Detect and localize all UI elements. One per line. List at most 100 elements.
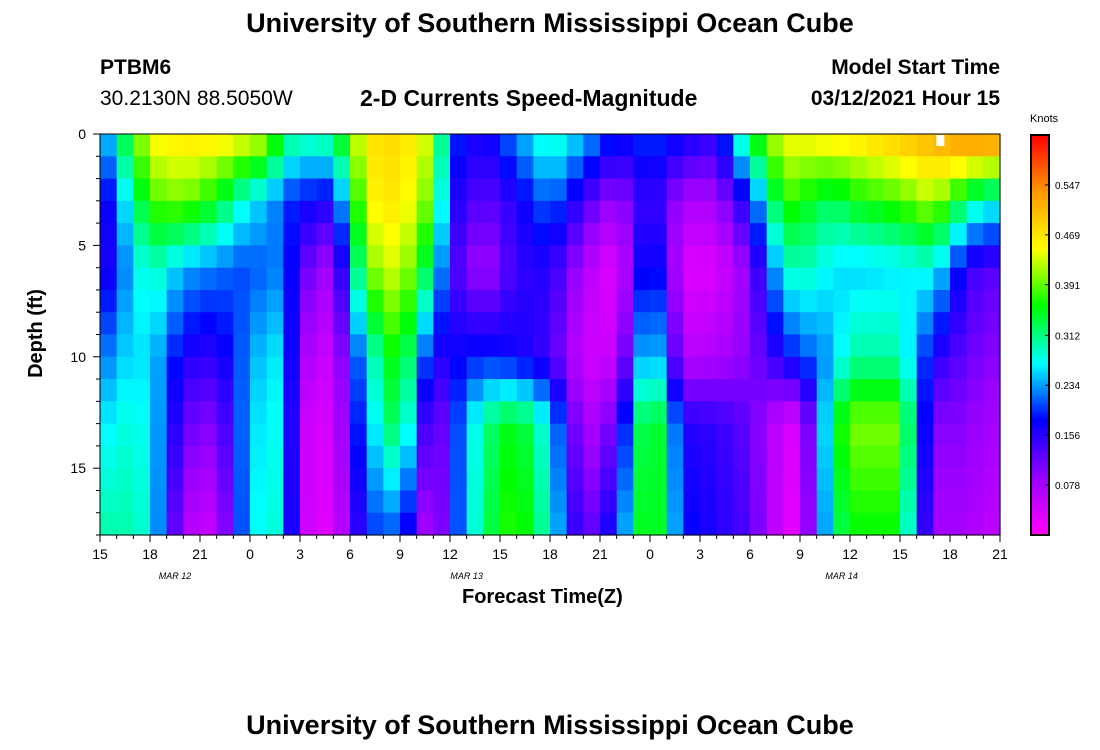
heatmap-cell (800, 245, 818, 269)
heatmap-cell (333, 468, 351, 492)
heatmap-cell (100, 379, 118, 402)
heatmap-cell (250, 267, 268, 291)
heatmap-cell (300, 312, 318, 336)
heatmap-cell (283, 223, 301, 246)
heatmap-cell (750, 468, 768, 492)
heatmap-cell (566, 468, 584, 492)
heatmap-cell (316, 312, 334, 336)
heatmap-cell (383, 356, 401, 380)
heatmap-cell (266, 356, 284, 380)
heatmap-cell (300, 334, 318, 358)
heatmap-cell (550, 200, 568, 224)
heatmap-cell (966, 134, 984, 157)
heatmap-cell (716, 379, 734, 402)
heatmap-cell (566, 289, 584, 313)
heatmap-cell (183, 379, 201, 402)
heatmap-cell (550, 356, 568, 380)
heatmap-cell (600, 356, 618, 380)
heatmap-cell (666, 401, 684, 425)
heatmap-cell (700, 401, 718, 425)
heatmap-cell (450, 156, 468, 180)
heatmap-cell (283, 245, 301, 269)
heatmap-cell (116, 156, 134, 180)
heatmap-cell (333, 134, 351, 157)
heatmap-cell (683, 178, 701, 202)
heatmap-cell (466, 334, 484, 358)
heatmap-cell (916, 356, 934, 380)
heatmap-cell (200, 178, 218, 202)
heatmap-cell (216, 334, 234, 358)
heatmap-cell (550, 512, 568, 536)
heatmap-cell (750, 289, 768, 313)
heatmap-cell (250, 178, 268, 202)
heatmap-cell (566, 334, 584, 358)
heatmap-cell (283, 289, 301, 313)
heatmap-cell (700, 134, 718, 157)
heatmap-cell (916, 490, 934, 514)
heatmap-cell (216, 356, 234, 380)
heatmap-cell (266, 490, 284, 514)
heatmap-cell (200, 356, 218, 380)
heatmap-cell (533, 223, 551, 246)
heatmap-cell (916, 134, 934, 157)
heatmap-cell (983, 178, 1001, 202)
heatmap-cell (533, 512, 551, 536)
heatmap-cell (516, 267, 534, 291)
heatmap-cell (550, 267, 568, 291)
heatmap-cell (783, 178, 801, 202)
x-tick-label: 9 (796, 546, 804, 562)
heatmap-cell (700, 356, 718, 380)
heatmap-cell (616, 468, 634, 492)
heatmap-cell (116, 401, 134, 425)
heatmap-cell (600, 200, 618, 224)
heatmap-cell (283, 312, 301, 336)
heatmap-cell (150, 134, 168, 157)
heatmap-cell (383, 200, 401, 224)
heatmap-cell (583, 356, 601, 380)
heatmap-cell (850, 401, 868, 425)
heatmap-cell (900, 245, 918, 269)
heatmap-cell (616, 401, 634, 425)
heatmap-cell (500, 156, 518, 180)
heatmap-cell (966, 245, 984, 269)
heatmap-cell (183, 423, 201, 447)
heatmap-cell (333, 223, 351, 246)
heatmap-cell (816, 445, 834, 469)
heatmap-cell (816, 223, 834, 246)
heatmap-cell (566, 423, 584, 447)
heatmap-cell (216, 200, 234, 224)
heatmap-cell (716, 423, 734, 447)
heatmap-cell (833, 512, 851, 536)
heatmap-cell (166, 267, 184, 291)
heatmap-cell (133, 356, 151, 380)
heatmap-cell (933, 423, 951, 447)
heatmap-cell (150, 490, 168, 514)
heatmap-cell (466, 156, 484, 180)
heatmap-cell (716, 200, 734, 224)
heatmap-cell (116, 134, 134, 157)
heatmap-cell (516, 423, 534, 447)
heatmap-cell (866, 223, 884, 246)
heatmap-cell (466, 289, 484, 313)
heatmap-cell (450, 334, 468, 358)
heatmap-cell (450, 245, 468, 269)
heatmap-cell (150, 512, 168, 536)
heatmap-cell (800, 512, 818, 536)
heatmap-cell (916, 156, 934, 180)
heatmap-cell (900, 423, 918, 447)
colorbar-tick-label: 0.156 (1055, 431, 1080, 442)
heatmap-cell (400, 178, 418, 202)
heatmap-cell (683, 468, 701, 492)
heatmap-cell (483, 423, 501, 447)
heatmap-cell (883, 178, 901, 202)
heatmap-cell (666, 445, 684, 469)
heatmap-cell (600, 379, 618, 402)
heatmap-cell (383, 512, 401, 536)
heatmap-cell (100, 200, 118, 224)
heatmap-cell (566, 512, 584, 536)
heatmap-cell (200, 134, 218, 157)
heatmap-cell (533, 379, 551, 402)
x-tick-label: 15 (92, 546, 108, 562)
heatmap-cell (333, 289, 351, 313)
heatmap-cell (116, 267, 134, 291)
